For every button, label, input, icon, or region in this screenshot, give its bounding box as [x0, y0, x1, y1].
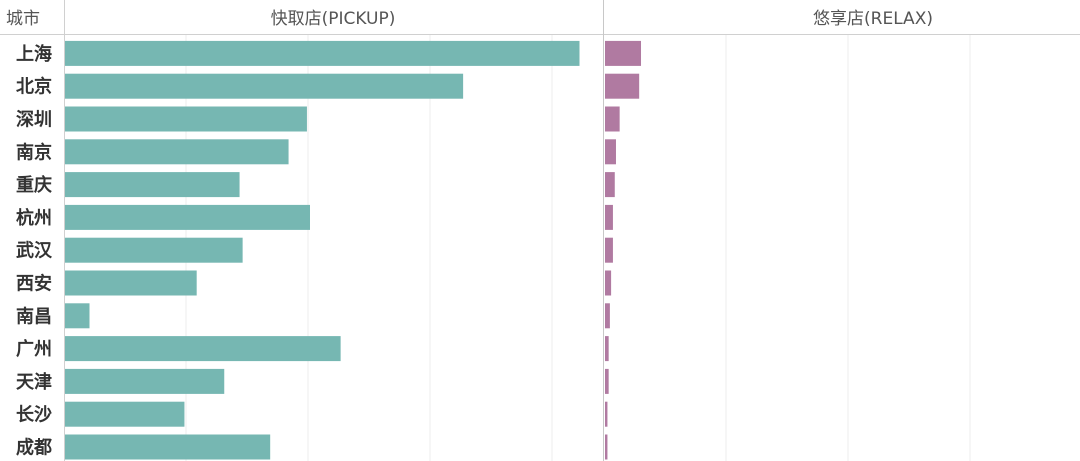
bar-pickup — [65, 73, 464, 99]
bar-relax — [605, 434, 608, 460]
panel-title-relax: 悠享店(RELAX) — [813, 9, 933, 29]
city-label: 武汉 — [16, 241, 53, 262]
row-header: 城市 — [6, 9, 40, 29]
bar-pickup — [65, 139, 289, 165]
bar-pickup — [65, 401, 185, 427]
bar-relax — [605, 237, 613, 263]
city-label: 长沙 — [16, 405, 52, 426]
bar-pickup — [65, 172, 240, 198]
bar-relax — [605, 106, 620, 132]
bar-relax — [605, 336, 609, 362]
city-label: 北京 — [16, 76, 52, 98]
bar-pickup — [65, 237, 243, 263]
city-label: 上海 — [16, 43, 52, 65]
city-label: 天津 — [16, 371, 52, 393]
bar-relax — [605, 73, 640, 99]
panel-title-pickup: 快取店(PICKUP) — [271, 9, 396, 29]
gridlines — [185, 34, 971, 461]
city-label: 成都 — [16, 437, 52, 459]
bar-relax — [605, 40, 642, 66]
city-label: 广州 — [16, 338, 52, 360]
bar-relax — [605, 368, 609, 394]
bar-relax — [605, 270, 612, 296]
city-label: 深圳 — [16, 109, 52, 131]
bar-relax — [605, 139, 616, 165]
bar-pickup — [65, 270, 197, 296]
city-label: 南京 — [16, 141, 52, 163]
bar-pickup — [65, 40, 580, 66]
city-label: 西安 — [16, 273, 52, 295]
bar-pickup — [65, 336, 341, 362]
bar-pickup — [65, 204, 310, 230]
bar-pickup — [65, 368, 225, 394]
city-label: 南昌 — [16, 305, 52, 327]
bar-relax — [605, 172, 615, 198]
bar-pickup — [65, 303, 90, 329]
city-label: 重庆 — [16, 174, 52, 196]
city-label: 杭州 — [16, 207, 52, 229]
bar-relax — [605, 401, 608, 427]
bar-pickup — [65, 434, 271, 460]
bar-relax — [605, 303, 610, 329]
relax-bars — [605, 40, 642, 460]
bar-pickup — [65, 106, 307, 132]
bar-relax — [605, 204, 613, 230]
pickup-bars — [65, 40, 580, 460]
